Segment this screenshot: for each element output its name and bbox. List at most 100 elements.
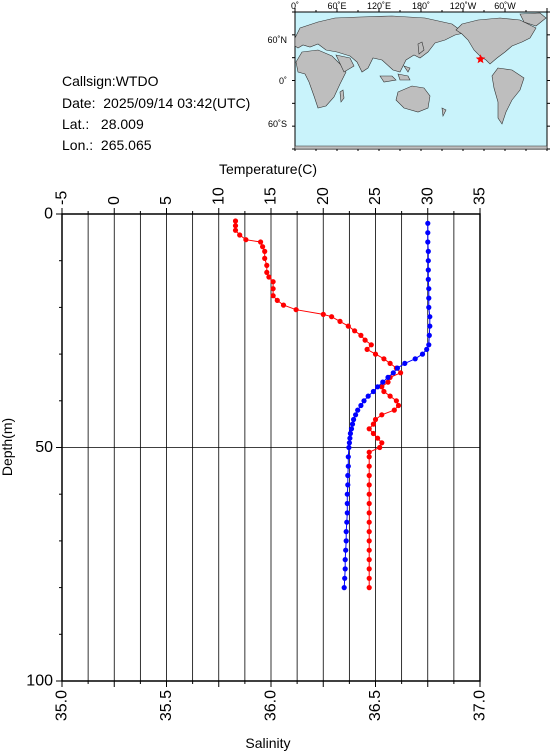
map-top-labels: 0˚ 60˚E 120˚E 180˚ 120˚W 60˚W bbox=[291, 1, 516, 11]
salinity-point bbox=[266, 274, 272, 280]
map-left-label: 60˚S bbox=[268, 119, 287, 129]
temperature-point bbox=[349, 421, 356, 427]
salinity-point bbox=[232, 223, 239, 229]
temperature-point bbox=[345, 454, 351, 460]
temperature-point bbox=[345, 472, 351, 479]
salinity-point bbox=[372, 416, 379, 423]
land-greenland bbox=[519, 12, 547, 27]
lat-line: Lat.: 28.009 bbox=[62, 116, 144, 132]
date-label: Date: bbox=[62, 95, 96, 111]
salinity-point bbox=[366, 463, 372, 469]
land-arabia bbox=[335, 54, 355, 73]
salinity-axis-label: Salinity bbox=[245, 735, 290, 751]
salinity-point bbox=[264, 269, 270, 275]
temperature-tick-label: 0 bbox=[106, 196, 123, 205]
lat-value: 28.009 bbox=[100, 116, 144, 132]
temperature-tick-label: 20 bbox=[315, 187, 332, 205]
depth-tick-label: 0 bbox=[44, 206, 53, 223]
map-top-label: 0˚ bbox=[291, 1, 299, 11]
temperature-point bbox=[343, 529, 349, 535]
salinity-point bbox=[366, 482, 372, 488]
temperature-point bbox=[375, 384, 381, 390]
lon-value: 265.065 bbox=[100, 137, 152, 153]
temperature-point bbox=[425, 239, 431, 245]
map-left-labels: 60˚N 0˚ 60˚S bbox=[267, 35, 287, 129]
temperature-point bbox=[344, 500, 350, 507]
salinity-tick-label: 35.0 bbox=[54, 690, 71, 721]
lat-label: Lat.: bbox=[62, 116, 90, 132]
temperature-point bbox=[390, 370, 396, 376]
salinity-point bbox=[260, 244, 266, 250]
salinity-point bbox=[366, 426, 372, 432]
temperature-point bbox=[424, 346, 430, 352]
land-north-america bbox=[455, 17, 537, 65]
temperature-point bbox=[342, 557, 348, 563]
salinity-point bbox=[280, 302, 287, 308]
temperature-point bbox=[402, 360, 408, 366]
temperature-tick-label: 5 bbox=[158, 196, 175, 205]
salinity-point bbox=[366, 557, 372, 563]
salinity-point bbox=[393, 398, 399, 404]
temperature-point bbox=[365, 393, 371, 399]
land-japan bbox=[417, 41, 425, 55]
salinity-point bbox=[232, 227, 239, 233]
temperature-point bbox=[361, 398, 367, 404]
salinity-point bbox=[366, 585, 372, 591]
salinity-point bbox=[258, 239, 264, 245]
temperature-tick-label: 35 bbox=[472, 187, 489, 205]
land-indonesia bbox=[379, 65, 411, 83]
temperature-point bbox=[353, 412, 359, 418]
temperature-point bbox=[344, 519, 350, 525]
temperature-point bbox=[347, 430, 353, 437]
salinity-point bbox=[358, 332, 364, 338]
salinity-point bbox=[345, 323, 351, 329]
salinity-point bbox=[366, 454, 372, 460]
temperature-point bbox=[343, 538, 349, 544]
temperature-tick-labels: -5 0 5 10 15 20 25 30 35 bbox=[54, 187, 489, 205]
salinity-point bbox=[381, 356, 387, 362]
salinity-point bbox=[262, 255, 268, 261]
temperature-point bbox=[427, 314, 433, 320]
temperature-point bbox=[345, 463, 351, 469]
land-madagascar bbox=[339, 89, 345, 103]
temperature-point bbox=[426, 332, 432, 338]
temperature-point bbox=[425, 220, 431, 226]
world-map: 0˚ 60˚E 120˚E 180˚ 120˚W 60˚W 60˚N 0˚ 60… bbox=[267, 1, 550, 151]
salinity-tick-label: 36.0 bbox=[263, 690, 280, 721]
temperature-point bbox=[343, 547, 349, 553]
salinity-point bbox=[368, 342, 374, 348]
salinity-point bbox=[370, 430, 376, 437]
temperature-point bbox=[344, 491, 350, 497]
salinity-point bbox=[370, 421, 376, 427]
series-layer bbox=[232, 218, 433, 591]
salinity-point bbox=[398, 370, 404, 376]
salinity-point bbox=[270, 293, 276, 299]
temperature-point bbox=[425, 230, 431, 236]
depth-axis-label: Depth(m) bbox=[0, 418, 15, 476]
depth-tick-label: 50 bbox=[35, 439, 53, 456]
map-land bbox=[294, 12, 548, 150]
salinity-point bbox=[366, 491, 372, 497]
temperature-tick-label: 30 bbox=[419, 187, 436, 205]
salinity-point bbox=[366, 449, 372, 455]
temperature-point bbox=[347, 435, 353, 441]
salinity-point bbox=[232, 218, 239, 224]
salinity-point bbox=[362, 337, 368, 343]
salinity-point bbox=[381, 388, 387, 395]
plot-ticks bbox=[56, 208, 481, 687]
salinity-point bbox=[391, 407, 397, 413]
salinity-point bbox=[243, 237, 249, 243]
salinity-point bbox=[352, 328, 358, 334]
land-south-america bbox=[491, 67, 525, 125]
temperature-point bbox=[355, 407, 361, 413]
map-top-label: 180˚ bbox=[412, 1, 430, 11]
temperature-tick-label: -5 bbox=[54, 191, 71, 205]
land-new-zealand bbox=[441, 107, 447, 118]
salinity-point bbox=[274, 297, 280, 303]
map-left-label: 0˚ bbox=[279, 76, 287, 86]
temperature-point bbox=[425, 248, 431, 254]
salinity-point bbox=[366, 538, 372, 544]
temperature-point bbox=[342, 566, 348, 572]
temperature-point bbox=[412, 356, 418, 362]
